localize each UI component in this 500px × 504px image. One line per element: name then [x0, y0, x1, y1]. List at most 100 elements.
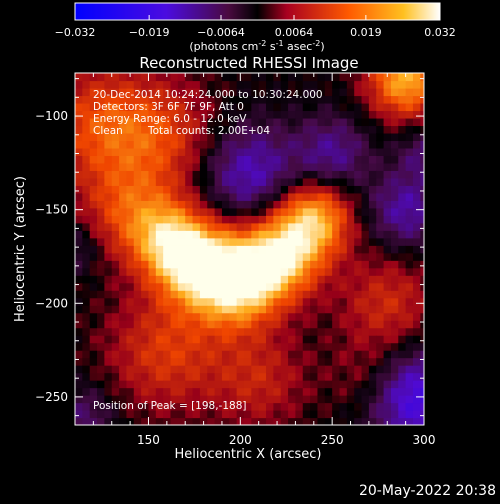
heatmap-cell [155, 237, 164, 246]
heatmap-cell [75, 252, 83, 261]
heatmap-cell [266, 95, 274, 104]
heatmap-cell [420, 327, 424, 336]
heatmap-cell [346, 170, 355, 179]
heatmap-cell [376, 155, 385, 164]
heatmap-cell [236, 327, 245, 336]
heatmap-cell [288, 177, 297, 186]
heatmap-cell [390, 312, 399, 321]
heatmap-cell [163, 260, 172, 269]
heatmap-cell [258, 110, 267, 119]
heatmap-cell [75, 73, 83, 82]
heatmap-cell [133, 342, 142, 351]
heatmap-cell [324, 252, 333, 261]
heatmap-cell [368, 185, 377, 194]
heatmap-cell [192, 155, 201, 164]
heatmap-cell [177, 342, 186, 351]
heatmap-cell [111, 267, 120, 276]
heatmap-cell [185, 222, 194, 231]
heatmap-cell [236, 305, 245, 314]
heatmap-cell [354, 260, 363, 269]
heatmap-cell [170, 102, 179, 112]
heatmap-cell [317, 200, 326, 209]
y-axis-label: Heliocentric Y (arcsec) [13, 176, 28, 322]
heatmap-cell [266, 237, 274, 246]
heatmap-cell [177, 155, 186, 164]
heatmap-cell [207, 365, 216, 374]
heatmap-cell [310, 200, 319, 209]
heatmap-cell [221, 282, 230, 291]
heatmap-cell [214, 147, 223, 156]
heatmap-cell [126, 87, 135, 97]
heatmap-cell [89, 282, 98, 291]
heatmap-cell [243, 132, 252, 142]
heatmap-cell [177, 290, 186, 299]
heatmap-cell [170, 185, 179, 194]
heatmap-cell [177, 110, 186, 119]
heatmap-cell [243, 312, 252, 321]
heatmap-cell [214, 155, 223, 164]
heatmap-cell [155, 305, 164, 314]
heatmap-cell [368, 132, 377, 142]
heatmap-cell [266, 372, 274, 381]
heatmap-cell [192, 297, 201, 306]
heatmap-cell [376, 230, 385, 239]
heatmap-cell [398, 170, 407, 179]
heatmap-cell [97, 230, 105, 239]
heatmap-cell [368, 290, 377, 299]
heatmap-cell [346, 327, 355, 336]
heatmap-cell [163, 245, 172, 254]
heatmap-cell [258, 297, 267, 306]
heatmap-cell [104, 237, 113, 246]
heatmap-cell [361, 350, 370, 359]
heatmap-cell [295, 140, 304, 149]
heatmap-cell [295, 395, 304, 404]
heatmap-cell [199, 95, 208, 104]
heatmap-cell [273, 200, 282, 209]
heatmap-cell [295, 357, 304, 366]
heatmap-cell [405, 395, 414, 404]
heatmap-cell [376, 95, 385, 104]
heatmap-cell [111, 417, 120, 425]
heatmap-cell [229, 365, 238, 374]
heatmap-cell [295, 215, 304, 224]
heatmap-cell [89, 357, 98, 366]
heatmap-cell [155, 185, 164, 194]
heatmap-cell [75, 222, 83, 231]
heatmap-cell [361, 87, 370, 97]
heatmap-cell [111, 395, 120, 404]
heatmap-cell [243, 365, 252, 374]
heatmap-cell [89, 365, 98, 374]
heatmap-cell [229, 387, 238, 396]
heatmap-cell [288, 117, 297, 127]
heatmap-cell [390, 192, 399, 201]
heatmap-cell [221, 252, 230, 261]
heatmap-cell [170, 335, 179, 344]
heatmap-cell [243, 102, 252, 112]
heatmap-cell [111, 342, 120, 351]
heatmap-cell [199, 245, 208, 254]
heatmap-cell [111, 282, 120, 291]
heatmap-cell [295, 267, 304, 276]
heatmap-cell [420, 87, 424, 97]
heatmap-cell [155, 110, 164, 119]
heatmap-cell [310, 290, 319, 299]
heatmap-cell [243, 290, 252, 299]
heatmap-cell [332, 267, 341, 276]
heatmap-cell [89, 132, 98, 142]
heatmap-cell [133, 380, 142, 389]
heatmap-cell [273, 147, 282, 156]
heatmap-cell [295, 162, 304, 171]
heatmap-cell [390, 117, 399, 127]
heatmap-cell [339, 245, 348, 254]
heatmap-cell [89, 260, 98, 269]
heatmap-cell [214, 350, 223, 359]
heatmap-cell [354, 297, 363, 306]
heatmap-cell [317, 140, 326, 149]
heatmap-cell [302, 102, 311, 112]
heatmap-cell [214, 275, 223, 284]
heatmap-cell [170, 87, 179, 97]
heatmap-cell [155, 290, 164, 299]
heatmap-cell [236, 297, 245, 306]
heatmap-cell [163, 207, 172, 216]
heatmap-cell [266, 252, 274, 261]
